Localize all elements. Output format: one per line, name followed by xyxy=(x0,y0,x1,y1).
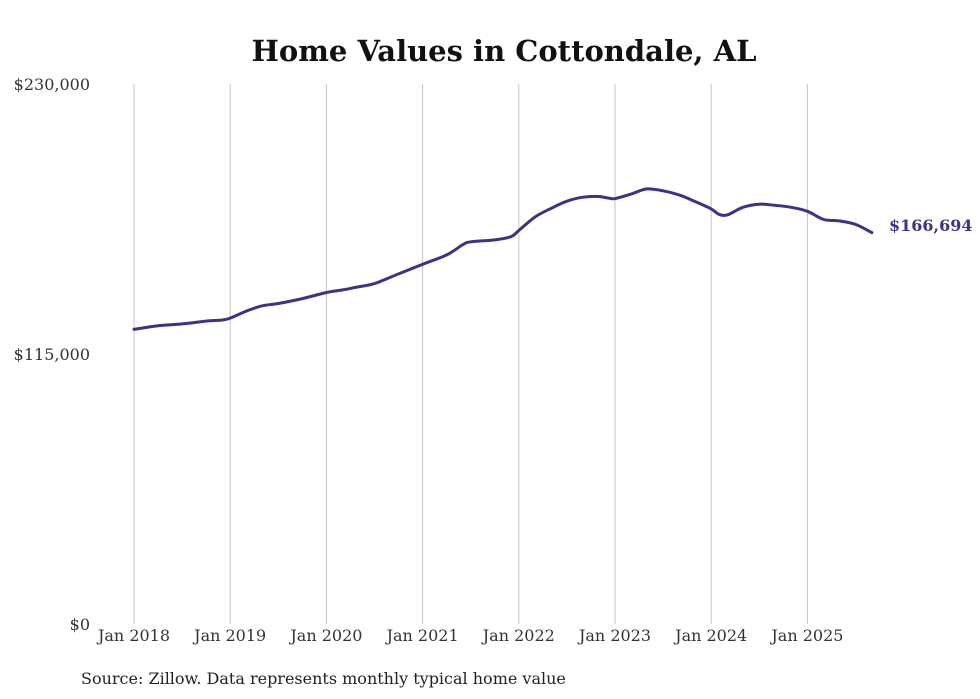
y-tick-label: $115,000 xyxy=(14,345,90,364)
x-axis-tick-labels: Jan 2018 Jan 2019 Jan 2020 Jan 2021 Jan 2022… xyxy=(96,626,843,645)
y-tick-label: $0 xyxy=(70,615,90,634)
x-tick-label: Jan 2019 xyxy=(192,626,266,645)
series-line xyxy=(132,187,874,331)
x-tick-label: Jan 2018 xyxy=(96,626,170,645)
y-axis-tick-labels: $0 $115,000 $230,000 xyxy=(14,75,90,634)
x-gridlines xyxy=(133,84,808,624)
x-tick-label: Jan 2021 xyxy=(385,626,459,645)
last-value-label: $166,694 xyxy=(889,216,973,235)
x-tick-label: Jan 2020 xyxy=(288,626,362,645)
series-group xyxy=(132,187,874,331)
x-tick-label: Jan 2023 xyxy=(577,626,651,645)
x-tick-label: Jan 2025 xyxy=(769,626,843,645)
source-note: Source: Zillow. Data represents monthly … xyxy=(81,669,566,688)
x-tick-label: Jan 2024 xyxy=(673,626,747,645)
y-tick-label: $230,000 xyxy=(14,75,90,94)
x-tick-label: Jan 2022 xyxy=(481,626,555,645)
chart-title: Home Values in Cottondale, AL xyxy=(251,34,756,68)
